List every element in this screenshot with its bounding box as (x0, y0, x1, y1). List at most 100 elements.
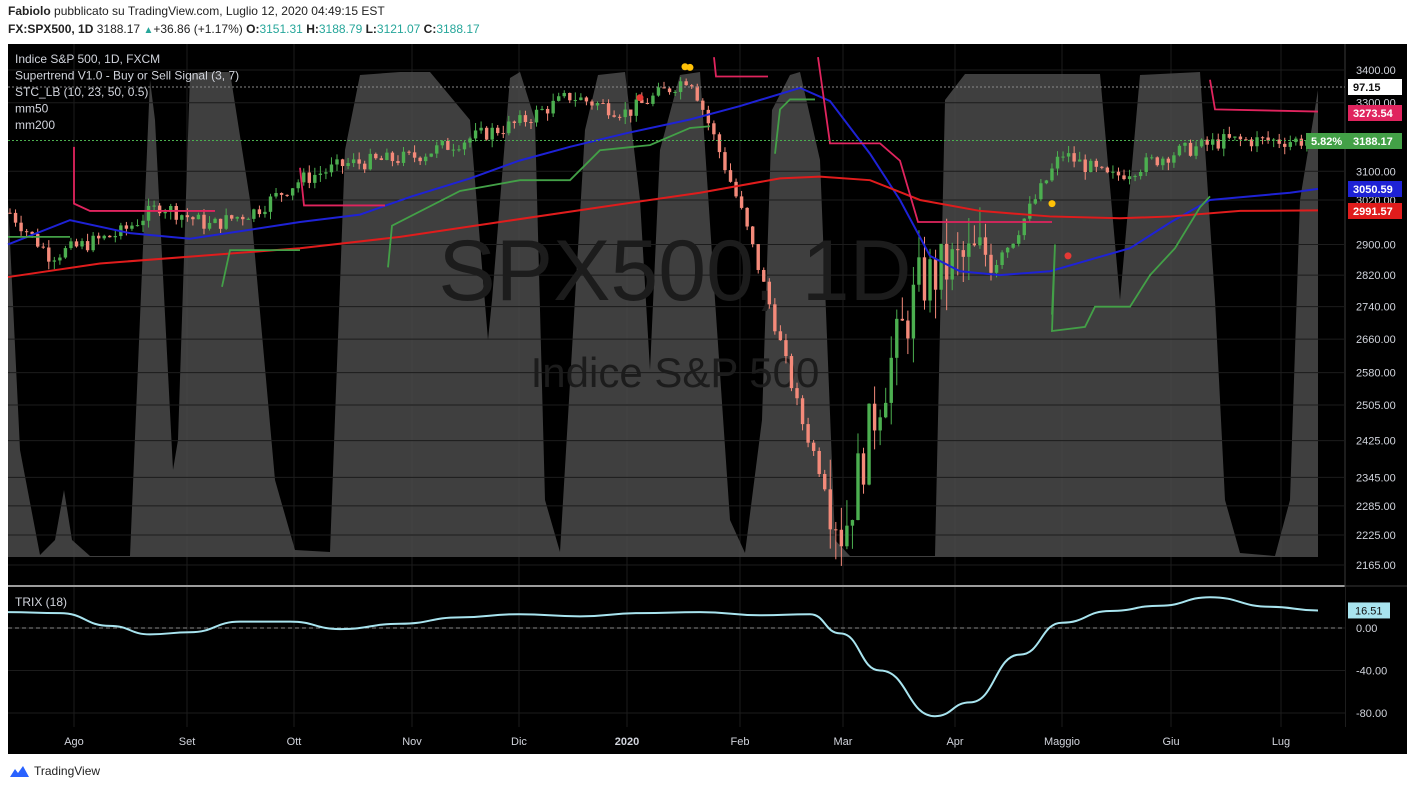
stc-area (8, 72, 1318, 557)
tradingview-logo[interactable]: TradingView (8, 764, 100, 778)
candle-body (274, 193, 278, 197)
candle-body (534, 109, 539, 123)
open-value: 3151.31 (259, 22, 303, 36)
candle-body (229, 215, 234, 219)
candle-body (163, 212, 167, 214)
time-tick-label: Giu (1162, 736, 1179, 748)
candle-body (579, 97, 583, 101)
candle-body (124, 225, 129, 229)
candle-body (36, 233, 40, 247)
candle-body (839, 529, 844, 547)
candle-body (279, 193, 284, 195)
trix-panel[interactable]: 0.00 -40.00 -80.00 TRIX (18) 16.51 (7, 587, 1390, 727)
candle-body (706, 109, 711, 124)
candle-body (1011, 243, 1015, 248)
trix-tick-label: -40.00 (1356, 666, 1387, 678)
time-tick-label: Ott (287, 736, 302, 748)
candle-body (1133, 176, 1137, 178)
candle-body (1111, 171, 1115, 173)
candle-body (1039, 183, 1043, 200)
candle-body (484, 127, 489, 140)
candle-body (91, 235, 95, 251)
candle-body (712, 123, 716, 135)
candle-body (784, 340, 788, 357)
candle-body (861, 453, 866, 485)
candle-body (640, 99, 644, 103)
candle-body (1105, 167, 1110, 173)
candle-body (1288, 142, 1292, 147)
candle-body (135, 225, 140, 227)
time-tick-label: 2020 (615, 736, 639, 748)
candle-body (989, 254, 993, 273)
candle-body (1255, 137, 1259, 147)
candle-body (817, 450, 821, 474)
candle-body (296, 182, 300, 189)
supertrend-badge-bg (1348, 105, 1402, 121)
candle-body (834, 529, 838, 531)
candle-body (906, 320, 910, 339)
candle-body (1094, 160, 1099, 167)
candle-body (113, 236, 118, 238)
candle-body (1210, 139, 1215, 145)
time-axis[interactable]: Ago Set Ott Nov Dic 2020 Feb Mar Apr Maggio Giu Lug (8, 727, 1407, 754)
candle-body (302, 172, 306, 183)
up-triangle-icon: ▲ (143, 25, 154, 36)
candle-body (1028, 203, 1032, 219)
candle-body (1127, 176, 1132, 180)
candle-body (629, 109, 633, 116)
candle-body (695, 86, 699, 101)
candle-body (1249, 139, 1254, 147)
candle-body (418, 157, 422, 162)
time-tick-label: Lug (1272, 736, 1290, 748)
candle-body (939, 243, 943, 290)
candle-body (717, 134, 722, 153)
candle-body (512, 121, 517, 123)
candle-body (501, 133, 505, 135)
change-pct-badge: 5.82% (1311, 136, 1342, 148)
candle-body (1077, 159, 1082, 162)
candle-body (451, 149, 456, 151)
main-panel[interactable]: 3400.003300.003100.003020.002900.002820.… (7, 44, 1407, 727)
candle-body (1177, 145, 1182, 156)
candle-body (1283, 143, 1287, 147)
price-tick-label: 2345.00 (1356, 472, 1396, 484)
ticker-symbol: FX:SPX500, 1D (8, 22, 94, 36)
mm50-badge-bg (1348, 181, 1402, 197)
candle-body (1299, 138, 1304, 146)
supertrend-line (221, 249, 300, 288)
candle-body (1238, 136, 1243, 140)
mm200-badge: 2991.57 (1353, 206, 1393, 218)
signal-dot (1048, 200, 1056, 208)
candle-body (612, 115, 616, 117)
candle-body (789, 356, 794, 389)
candle-body (8, 212, 12, 214)
candle-body (407, 151, 411, 153)
candle-body (457, 149, 461, 151)
candle-body (1144, 157, 1148, 172)
candle-body (241, 216, 245, 220)
candle-body (823, 473, 827, 490)
price-chart[interactable]: 3400.003300.003100.003020.002900.002820.… (0, 0, 1415, 760)
candle-body (440, 140, 445, 146)
high-value: 3188.79 (318, 22, 363, 36)
candle-body (562, 92, 566, 97)
candle-body (523, 115, 528, 123)
supertrend-line (1051, 195, 1211, 332)
candle-body (351, 159, 356, 164)
mm50-line (7, 86, 1319, 277)
candle-body (867, 403, 871, 485)
candle-body (601, 103, 605, 105)
candle-body (468, 138, 472, 143)
candle-body (507, 121, 511, 134)
candle-body (518, 115, 522, 123)
candle-body (900, 318, 905, 321)
candle-body (96, 235, 101, 239)
candle-body (185, 215, 190, 218)
candle-body (540, 108, 544, 110)
candle-body (911, 284, 916, 339)
candle-body (496, 127, 500, 134)
candle-body (318, 173, 323, 175)
candle-body (340, 159, 345, 167)
candle-body (191, 217, 195, 220)
time-tick-label: Mar (834, 736, 853, 748)
